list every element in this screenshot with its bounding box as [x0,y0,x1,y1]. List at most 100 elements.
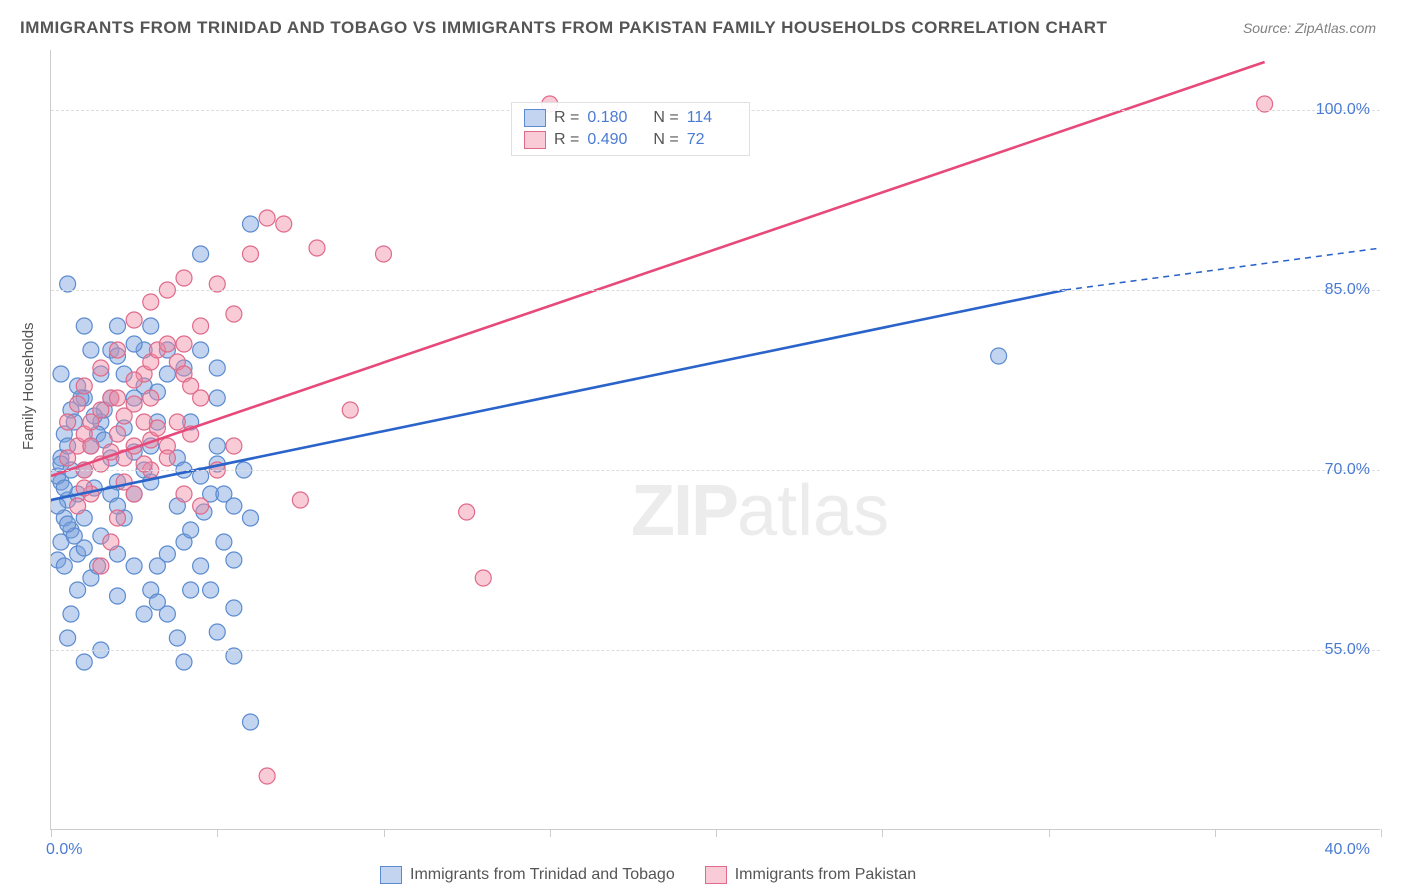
scatter-point [70,498,86,514]
y-axis-label: Family Households [20,322,37,450]
scatter-point [149,420,165,436]
plot-area: ZIPatlas 100.0%85.0%70.0%55.0% 0.0% 40.0… [50,50,1380,830]
y-tick-label: 85.0% [1325,281,1370,299]
scatter-point [292,492,308,508]
scatter-point [243,246,259,262]
scatter-point [93,360,109,376]
x-axis-min-label: 0.0% [46,841,82,859]
x-axis-max-label: 40.0% [1325,841,1370,859]
x-tick [217,829,218,837]
scatter-point [176,336,192,352]
scatter-point [226,552,242,568]
swatch-pink-icon [524,131,546,149]
scatter-point [259,768,275,784]
scatter-point [143,390,159,406]
scatter-point [169,630,185,646]
scatter-point [183,522,199,538]
gridline [51,650,1380,651]
scatter-point [459,504,475,520]
scatter-point [126,372,142,388]
y-tick-label: 55.0% [1325,641,1370,659]
scatter-point [193,246,209,262]
scatter-point [169,414,185,430]
legend-item-1: Immigrants from Trinidad and Tobago [380,866,675,884]
scatter-point [991,348,1007,364]
x-tick [51,829,52,837]
scatter-point [60,516,76,532]
scatter-point [60,414,76,430]
series-legend: Immigrants from Trinidad and Tobago Immi… [380,866,916,884]
scatter-point [209,390,225,406]
scatter-point [193,558,209,574]
scatter-point [243,510,259,526]
scatter-point [76,318,92,334]
y-tick-label: 100.0% [1316,101,1370,119]
swatch-pink-icon [705,866,727,884]
scatter-point [183,582,199,598]
r-value-1: 0.180 [587,109,637,127]
scatter-point [136,606,152,622]
legend-row-series1: R = 0.180 N = 114 [524,107,737,129]
r-label: R = [554,109,579,127]
scatter-point [110,390,126,406]
legend-item-2: Immigrants from Pakistan [705,866,916,884]
scatter-point [76,654,92,670]
scatter-point [76,378,92,394]
scatter-point [176,654,192,670]
legend-row-series2: R = 0.490 N = 72 [524,129,737,151]
scatter-point [342,402,358,418]
scatter-point [176,486,192,502]
scatter-point [226,438,242,454]
scatter-point [243,714,259,730]
scatter-point [209,360,225,376]
scatter-point [93,558,109,574]
scatter-point [110,510,126,526]
source-label: Source: ZipAtlas.com [1243,20,1376,36]
swatch-blue-icon [380,866,402,884]
scatter-point [110,318,126,334]
chart-title: IMMIGRANTS FROM TRINIDAD AND TOBAGO VS I… [20,18,1107,38]
scatter-point [209,624,225,640]
scatter-point [126,558,142,574]
scatter-point [110,426,126,442]
x-tick [384,829,385,837]
correlation-legend: R = 0.180 N = 114 R = 0.490 N = 72 [511,102,750,156]
scatter-point [203,582,219,598]
x-tick [716,829,717,837]
n-value-1: 114 [687,109,737,127]
scatter-point [276,216,292,232]
scatter-point [159,336,175,352]
scatter-point [226,306,242,322]
scatter-point [226,498,242,514]
scatter-point [309,240,325,256]
scatter-point [83,342,99,358]
legend-label-2: Immigrants from Pakistan [735,866,916,884]
scatter-point [76,540,92,556]
scatter-point [143,294,159,310]
scatter-point [159,546,175,562]
scatter-point [376,246,392,262]
scatter-point [193,342,209,358]
scatter-point [63,606,79,622]
y-tick-label: 70.0% [1325,461,1370,479]
n-value-2: 72 [687,131,737,149]
scatter-point [216,534,232,550]
scatter-point [60,630,76,646]
gridline [51,290,1380,291]
x-tick [882,829,883,837]
scatter-point [83,438,99,454]
x-tick [550,829,551,837]
r-label: R = [554,131,579,149]
scatter-point [243,216,259,232]
scatter-point [116,408,132,424]
scatter-point [110,342,126,358]
scatter-point [70,396,86,412]
scatter-point [176,270,192,286]
scatter-point [103,534,119,550]
chart-svg [51,50,1380,829]
scatter-point [126,336,142,352]
scatter-point [143,318,159,334]
gridline [51,470,1380,471]
x-tick [1381,829,1382,837]
scatter-point [56,558,72,574]
